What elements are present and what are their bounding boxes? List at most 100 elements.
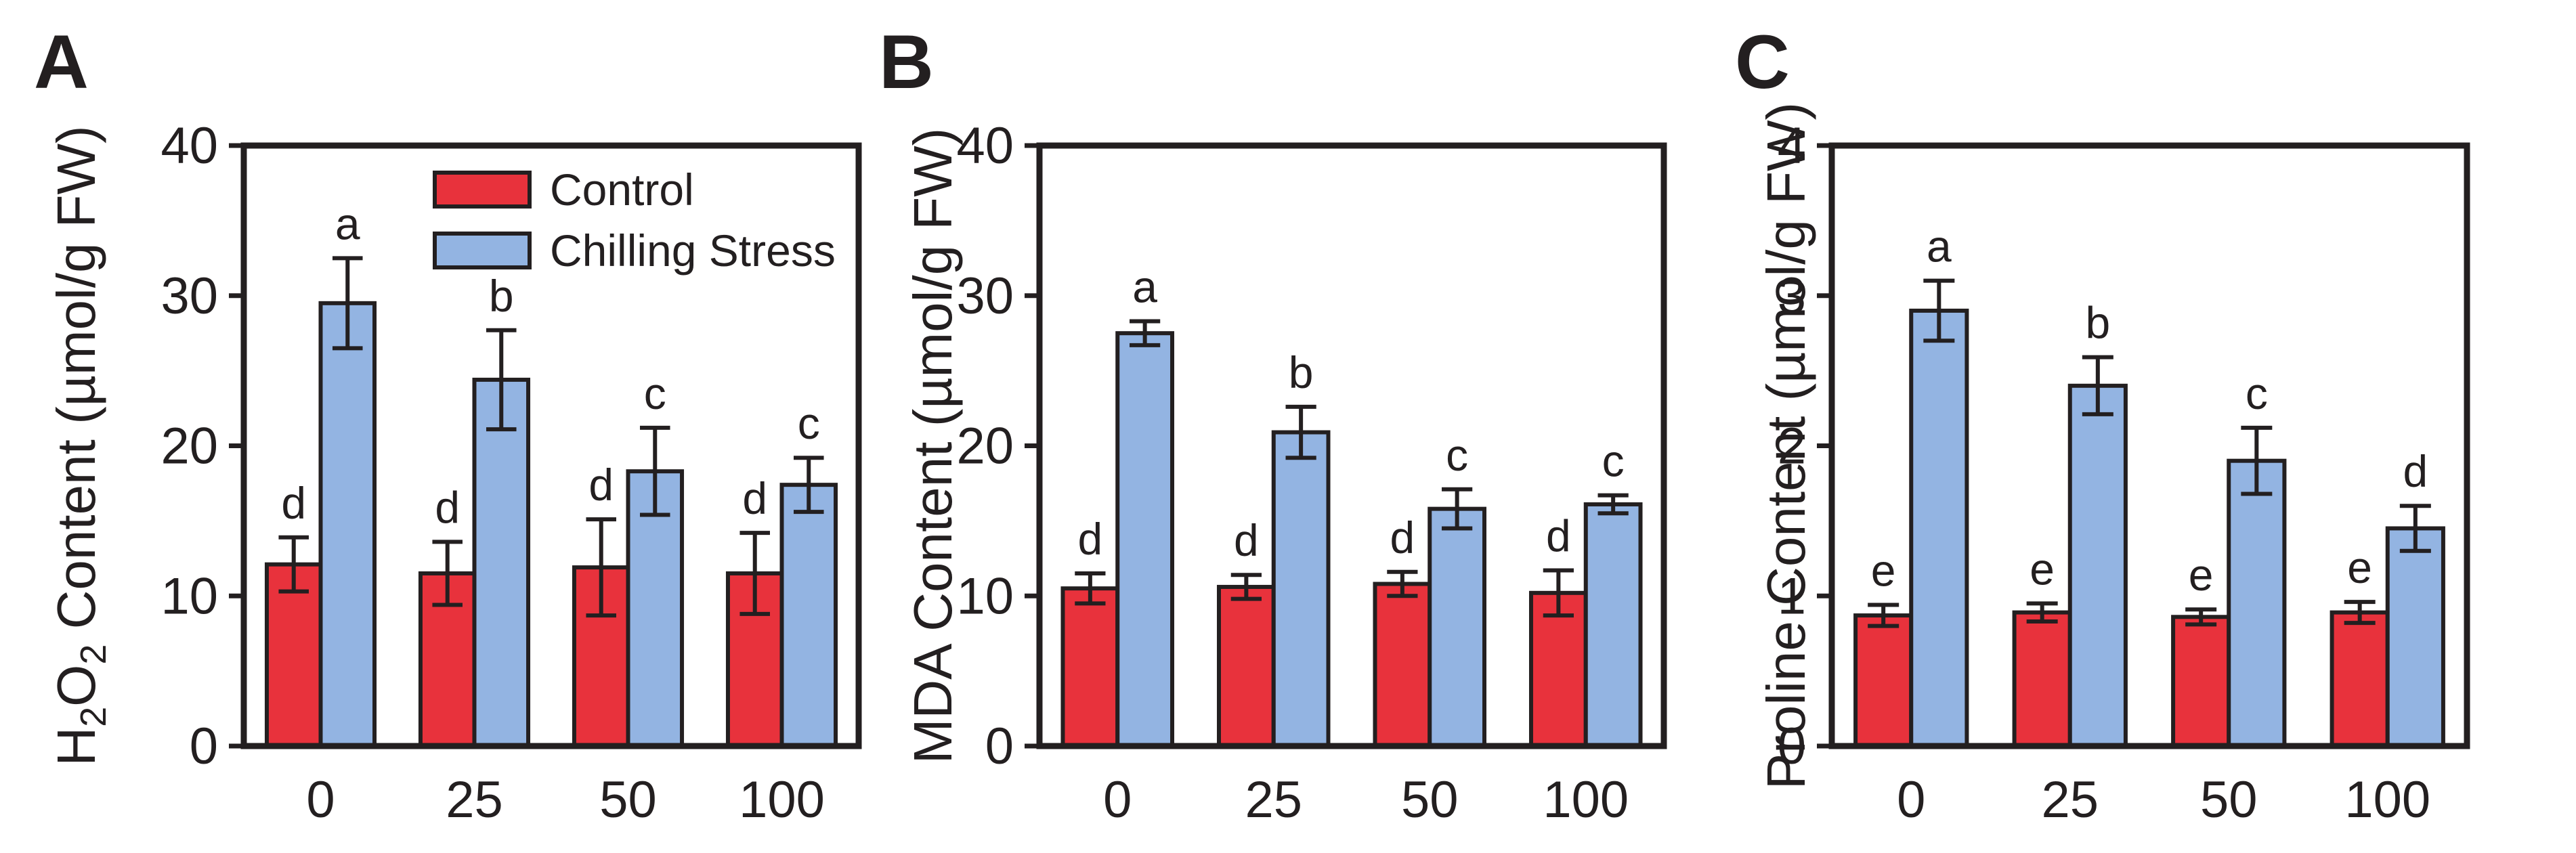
significance-letter: a — [335, 198, 360, 248]
bar-chilling-stress — [472, 377, 531, 748]
y-axis-label-part: H — [46, 727, 106, 766]
error-bar-chilling-stress — [1442, 487, 1473, 531]
error-bar-chilling-stress — [486, 328, 517, 432]
legend: Control Chilling Stress — [433, 165, 836, 276]
error-bar-control — [586, 517, 617, 618]
error-bar-control — [1075, 571, 1106, 606]
significance-letter: d — [435, 482, 460, 532]
x-tick-label: 50 — [599, 771, 657, 829]
significance-letter: d — [2403, 446, 2428, 496]
significance-letter: a — [1927, 221, 1952, 271]
y-axis-label-part: Proline Content (µmol/g FW) — [1756, 102, 1816, 789]
y-axis-label-subscript: 2 — [73, 644, 114, 665]
x-tick-label: 0 — [1897, 771, 1925, 829]
bar-control — [2012, 610, 2072, 749]
bar-chilling-stress — [2227, 458, 2287, 748]
y-axis-label-subscript: 2 — [73, 707, 114, 727]
x-tick-label: 100 — [739, 771, 825, 829]
bar-control — [1216, 584, 1276, 748]
x-tick-label: 50 — [1401, 771, 1459, 829]
y-axis-label-part: O — [46, 665, 106, 707]
y-axis-label: H2O2 Content (µmol/g FW) — [46, 125, 114, 766]
y-tick-label: 2 — [1778, 418, 1806, 475]
y-axis-label: MDA Content (µmol/g FW) — [903, 128, 963, 764]
significance-letter: e — [2030, 544, 2055, 594]
plot-frame — [1828, 142, 2470, 749]
x-tick-label: 25 — [446, 771, 503, 829]
y-axis-label-part: Content (µmol/g FW) — [46, 125, 106, 644]
y-tick-label: 10 — [160, 567, 218, 625]
significance-letter: c — [2246, 368, 2268, 418]
error-bar-control — [432, 540, 463, 607]
error-bar-chilling-stress — [1597, 493, 1629, 516]
y-tick-label: 3 — [1778, 267, 1806, 325]
bar-chilling-stress — [2385, 526, 2445, 749]
legend-swatch-chilling-stress — [433, 232, 532, 269]
y-tick-label: 10 — [956, 567, 1014, 625]
legend-label: Control — [550, 165, 694, 215]
error-bar-control — [2026, 601, 2058, 624]
error-bar-control — [1387, 569, 1418, 598]
significance-letter: c — [798, 398, 820, 448]
plot-frame — [240, 142, 862, 749]
x-tick-label: 50 — [2200, 771, 2258, 829]
error-bar-chilling-stress — [2399, 504, 2431, 553]
x-tick-label: 100 — [2344, 771, 2430, 829]
error-bar-control — [1868, 603, 1899, 628]
error-bar-chilling-stress — [2241, 425, 2273, 496]
y-tick-label: 0 — [1778, 718, 1806, 775]
error-bar-control — [739, 531, 771, 616]
panel-letter: A — [34, 20, 89, 104]
bar-control — [1373, 582, 1432, 749]
bar-chilling-stress — [1427, 506, 1487, 748]
y-tick-label: 40 — [160, 117, 218, 175]
y-tick-label: 30 — [160, 267, 218, 325]
legend-swatch-control — [433, 171, 532, 209]
x-tick-label: 25 — [1245, 771, 1302, 829]
significance-letter: d — [1546, 511, 1571, 561]
bar-chilling-stress — [1583, 502, 1643, 748]
significance-letter: b — [489, 271, 514, 321]
error-bar-chilling-stress — [1130, 319, 1161, 347]
x-tick-label: 0 — [1103, 771, 1132, 829]
significance-letter: e — [1871, 546, 1896, 596]
y-tick-label: 20 — [160, 418, 218, 475]
legend-label: Chilling Stress — [550, 225, 836, 276]
x-tick-label: 25 — [2041, 771, 2099, 829]
significance-letter: c — [1602, 436, 1625, 486]
y-tick-label: 40 — [956, 117, 1014, 175]
y-tick-label: 30 — [956, 267, 1014, 325]
chart-panel-b: B MDA Content (µmol/g FW) 0 10 20 30 40 d a 0 d b 25… — [879, 20, 1667, 829]
y-axis-label: Proline Content (µmol/g FW) — [1756, 102, 1816, 789]
bar-chilling-stress — [1115, 331, 1175, 748]
y-tick-label: 0 — [985, 718, 1014, 775]
y-axis-label-part: MDA Content (µmol/g FW) — [903, 128, 963, 764]
y-tick-label: 20 — [956, 418, 1014, 475]
panel-letter: C — [1735, 20, 1790, 104]
error-bar-chilling-stress — [332, 256, 363, 351]
significance-letter: c — [1446, 430, 1468, 480]
panel-letter: B — [879, 20, 934, 104]
bar-control — [2171, 615, 2231, 748]
significance-letter: e — [2347, 542, 2372, 592]
significance-letter: c — [644, 368, 666, 418]
bar-chilling-stress — [2067, 383, 2128, 748]
error-bar-control — [1543, 568, 1574, 618]
significance-letter: d — [1078, 514, 1103, 564]
significance-letter: b — [1289, 347, 1314, 397]
x-tick-label: 0 — [306, 771, 335, 829]
significance-letter: a — [1132, 261, 1157, 311]
bar-control — [1060, 586, 1120, 748]
error-bar-chilling-stress — [1923, 278, 1955, 343]
y-tick-label: 0 — [190, 718, 218, 775]
x-tick-label: 100 — [1543, 771, 1629, 829]
error-bar-chilling-stress — [793, 456, 824, 515]
bar-chilling-stress — [318, 301, 377, 748]
plot-frame — [1036, 142, 1667, 749]
significance-letter: d — [742, 473, 767, 523]
y-tick-label: 1 — [1778, 567, 1806, 625]
error-bar-control — [278, 535, 309, 594]
